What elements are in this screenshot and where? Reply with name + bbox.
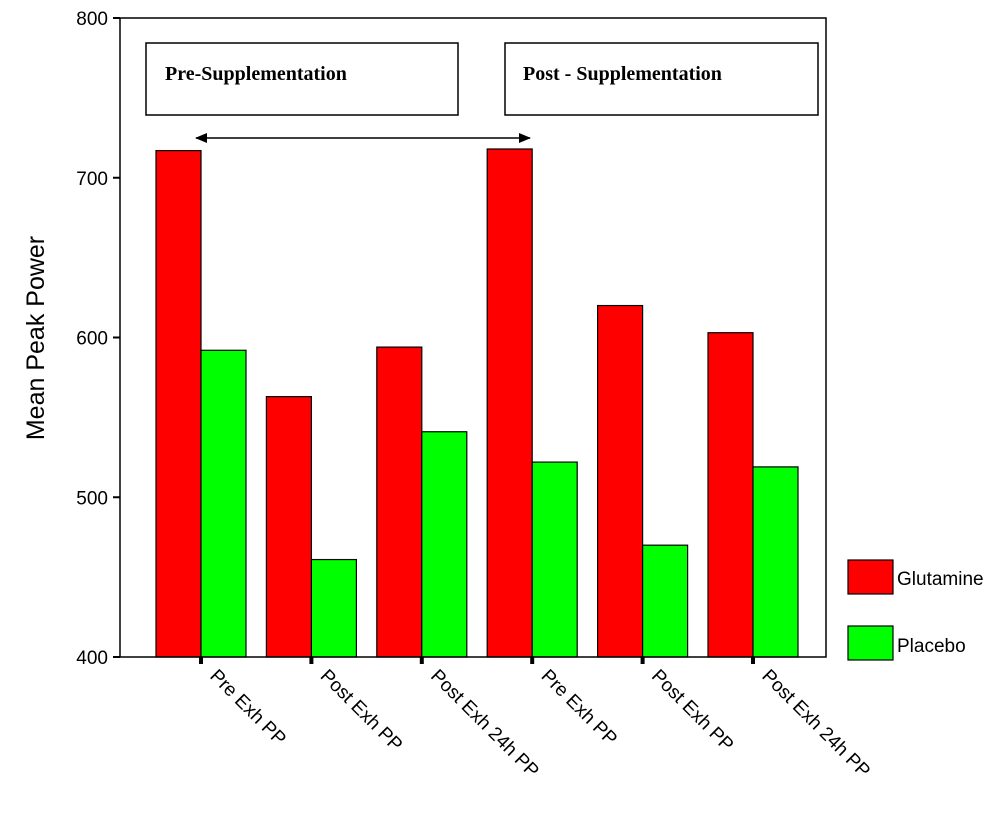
bar-glutamine-2 <box>265 396 312 658</box>
category-labels: Pre Exh PP Post Exh PP Post Exh 24h PPPre … <box>199 657 874 782</box>
y-tick-label: 800 <box>76 9 108 30</box>
post-supplementation-box <box>504 42 819 116</box>
bar-placebo-4 <box>531 461 578 658</box>
legend-swatch-glutamine <box>847 559 894 595</box>
x-category-label: Post Exh 24h PP <box>426 666 542 782</box>
x-category-label: Post Exh PP <box>316 666 406 756</box>
x-category-label: Pre Exh PP <box>205 666 289 750</box>
x-category-label: Post Exh 24h PP <box>757 666 873 782</box>
bar-glutamine-3 <box>376 346 423 658</box>
bar-glutamine-1 <box>155 149 202 658</box>
legend-label-glutamine: Glutamine <box>897 569 984 590</box>
bar-placebo-1 <box>200 349 247 658</box>
bar-placebo-3 <box>421 431 468 658</box>
y-axis-ticks: 400 500 600 700 800 <box>76 9 120 669</box>
y-tick-label: 400 <box>76 648 108 669</box>
bars <box>155 148 799 658</box>
y-tick-label: 500 <box>76 488 108 509</box>
y-tick-label: 600 <box>76 329 108 350</box>
pre-supplementation-box <box>145 42 459 116</box>
bar-glutamine-6 <box>707 332 754 658</box>
post-supplementation-label: Post - Supplementation <box>523 63 722 85</box>
y-axis-label: Mean Peak Power <box>22 236 50 440</box>
bar-glutamine-4 <box>486 148 533 658</box>
legend-label-placebo: Placebo <box>897 636 966 657</box>
bar-placebo-6 <box>752 466 799 658</box>
x-category-label: Pre Exh PP <box>537 666 621 750</box>
bar-glutamine-5 <box>596 304 644 658</box>
bar-placebo-2 <box>310 558 357 658</box>
x-category-label: Post Exh PP <box>647 666 737 756</box>
y-tick-label: 700 <box>76 169 108 190</box>
plot-frame <box>119 17 827 658</box>
pre-supplementation-label: Pre-Supplementation <box>165 63 347 85</box>
bar-placebo-5 <box>641 544 689 658</box>
legend-swatch-placebo <box>847 625 894 661</box>
